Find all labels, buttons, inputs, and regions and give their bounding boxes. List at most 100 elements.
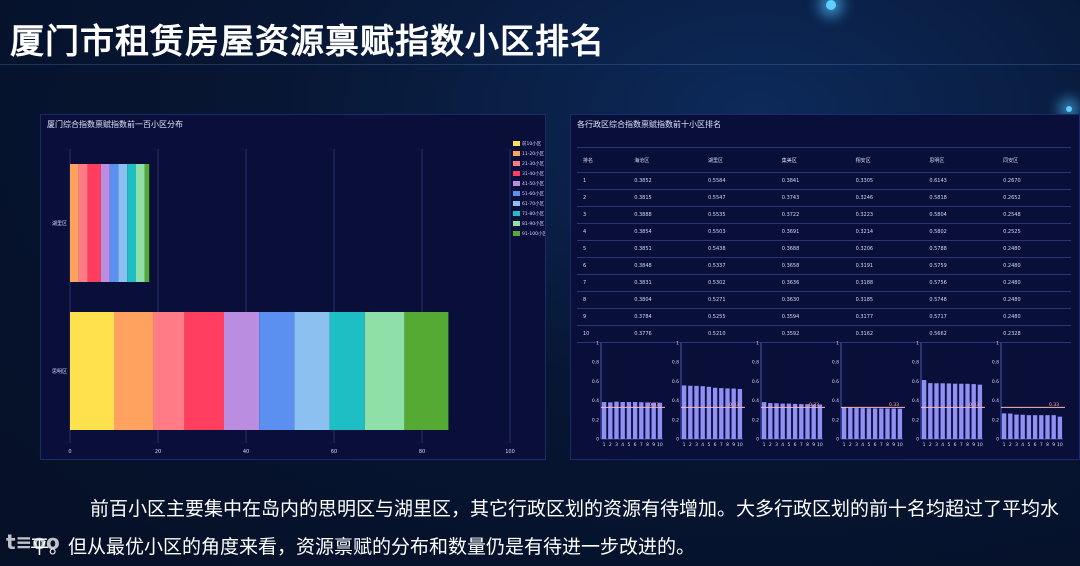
table-cell: 0.3848 [628,257,703,275]
ranking-title: 各行政区综合指数禀赋指数前十小区排名 [577,120,721,129]
mini-x-tick: 9 [1052,442,1055,448]
table-cell: 0.5535 [702,206,776,224]
table-cell: 0.3831 [628,274,703,292]
mini-bar [1008,413,1013,439]
legend-label: 51-60小区 [522,190,545,197]
mini-x-tick: 7 [720,442,723,448]
column-header: 集美区 [775,147,850,173]
mini-x-tick: 1 [603,442,606,448]
mini-x-tick: 7 [960,442,963,448]
column-header: 思明区 [923,147,998,173]
legend-swatch [513,221,520,226]
mini-y-tick: 0.8 [672,360,679,366]
legend-swatch [513,151,520,156]
table-cell: 0.5271 [702,291,776,309]
bar-segment [224,312,260,430]
mini-x-tick: 6 [714,442,717,448]
table-cell: 0.3841 [775,172,850,190]
mini-bar [719,388,724,439]
mini-x-tick: 2 [769,442,772,448]
x-tick-label: 40 [243,449,249,455]
mini-x-tick: 4 [621,442,624,448]
table-cell: 0.5717 [923,308,998,326]
mini-y-tick: 0.2 [592,417,599,423]
table-cell: 0.2670 [997,172,1071,190]
table-row: 2 0.3815 0.5547 0.3743 0.3246 0.5818 0.2652 [577,189,1071,207]
mini-bar [780,403,785,439]
mini-x-tick: 6 [1034,442,1037,448]
mini-bar [1001,413,1007,439]
table-cell: 7 [577,274,629,292]
mini-bar [725,388,730,439]
mini-x-tick: 1 [763,442,766,448]
x-tick-label: 100 [505,449,515,455]
bar-segment [118,164,128,282]
mini-bar [731,388,736,439]
bar-segment [184,312,224,430]
mini-y-tick: 0 [676,437,679,443]
mini-y-tick: 0.2 [992,417,999,423]
mini-y-tick: 0.6 [912,379,919,385]
mini-y-tick: 0.4 [592,398,599,404]
glow-dot [826,0,836,10]
mini-bar [1014,414,1019,439]
mini-bar [879,408,884,439]
mini-bar [786,403,792,439]
mini-x-tick: 9 [972,442,975,448]
table-cell: 0.5662 [923,325,998,343]
mini-y-tick: 0.6 [672,379,679,385]
mini-y-tick: 1 [916,341,919,347]
table-cell: 0.2480 [997,308,1071,326]
x-tick-label: 80 [419,449,425,455]
legend-swatch [513,161,520,166]
mini-y-tick: 1 [836,341,839,347]
table-cell: 0.5802 [923,223,998,241]
mini-bar [854,408,859,439]
table-cell: 6 [577,257,629,275]
mini-x-tick: 10 [977,442,983,448]
table-cell: 0.3852 [628,172,703,190]
mini-x-tick: 2 [929,442,932,448]
mini-x-tick: 7 [880,442,883,448]
legend-label: 81-90小区 [522,220,545,227]
mini-y-tick: 0 [756,437,759,443]
mini-x-tick: 10 [657,442,663,448]
table-row: 9 0.3784 0.5255 0.3594 0.3177 0.5717 0.2480 [577,308,1071,326]
bar-segment [87,164,101,282]
x-tick-label: 20 [155,449,161,455]
table-cell: 0.3784 [628,308,703,326]
table-cell: 0.6143 [923,172,998,190]
table-cell: 0.3815 [628,189,703,207]
mini-x-tick: 2 [849,442,852,448]
table-cell: 0.5302 [702,274,776,292]
mini-y-tick: 0 [916,437,919,443]
x-tick-label: 60 [331,449,337,455]
table-cell: 0.5756 [923,274,998,292]
mini-bar [952,383,958,439]
table-cell: 0.3688 [775,240,850,258]
mini-bar [921,380,927,439]
legend-label: 61-70小区 [522,200,545,207]
mini-bar [848,407,853,439]
table-cell: 0.3851 [628,240,703,258]
table-cell: 0.2480 [997,291,1071,309]
table-cell: 0.2480 [997,274,1071,292]
mini-bar [792,403,798,439]
mini-y-tick: 0.4 [912,398,919,404]
average-label: 0.33 [969,402,979,408]
mini-y-tick: 0.2 [912,417,919,423]
mini-y-tick: 0.8 [992,360,999,366]
mini-x-tick: 3 [855,442,858,448]
bar-segment [100,164,110,282]
mini-x-tick: 10 [737,442,743,448]
mini-bar [891,408,896,439]
legend-label: 31-40小区 [522,170,545,177]
mini-bar [971,384,976,439]
mini-x-tick: 6 [634,442,637,448]
table-cell: 0.3804 [628,291,703,309]
mini-x-tick: 5 [707,442,710,448]
average-label: 0.33 [889,402,899,408]
table-cell: 0.5759 [923,257,998,275]
mini-bar [681,385,687,439]
mini-y-tick: 0.4 [992,398,999,404]
